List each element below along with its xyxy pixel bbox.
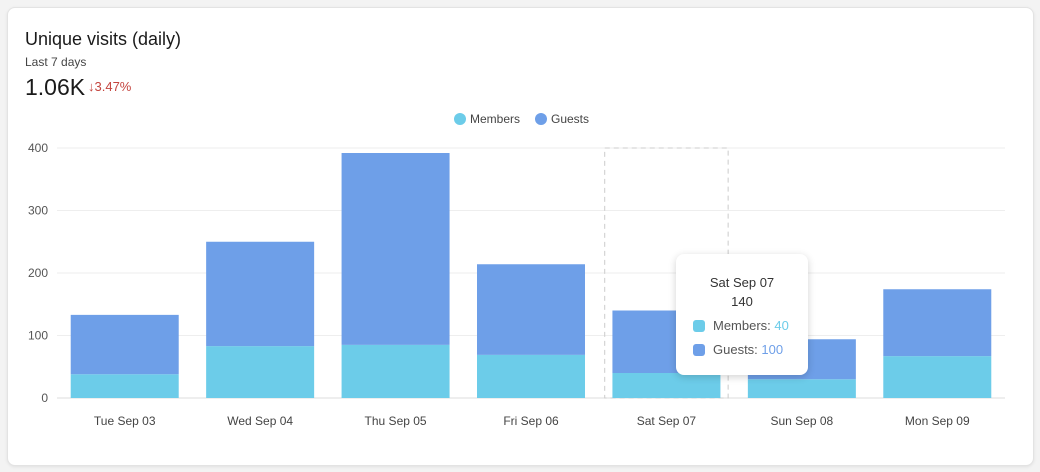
x-tick-label: Sun Sep 08 (770, 414, 833, 428)
tooltip-members-label: Members: (713, 318, 771, 333)
x-tick-label: Wed Sep 04 (227, 414, 293, 428)
x-tick-label: Sat Sep 07 (637, 414, 697, 428)
guests-swatch-icon (693, 343, 705, 356)
tooltip-guests-row: Guests: 100 (693, 342, 783, 357)
legend-members-icon (454, 113, 466, 125)
y-tick-label: 200 (28, 266, 48, 280)
chart-subtitle: Last 7 days (25, 55, 87, 69)
x-tick-label: Mon Sep 09 (905, 414, 970, 428)
bar-guests (70, 314, 179, 375)
tooltip-total: 140 (731, 294, 753, 309)
bar-members (612, 373, 721, 398)
bar-guests (477, 264, 585, 355)
bar-members (206, 346, 315, 398)
bar-members (477, 354, 585, 398)
delta-badge: ↓3.47% (88, 79, 132, 94)
bar-members (70, 374, 179, 398)
x-tick-label: Fri Sep 06 (503, 414, 559, 428)
tooltip-members-row: Members: 40 (693, 318, 789, 333)
y-tick-label: 300 (28, 204, 48, 218)
tooltip: Sat Sep 07 140 Members: 40 Guests: 100 (676, 254, 808, 375)
legend-guests-label: Guests (551, 112, 589, 126)
total-value: 1.06K (25, 74, 86, 100)
bar-members (883, 356, 992, 398)
legend-members-label: Members (470, 112, 520, 126)
bar-members (747, 379, 856, 398)
y-tick-label: 0 (41, 391, 48, 405)
x-tick-label: Thu Sep 05 (365, 414, 427, 428)
bar-guests (883, 289, 992, 357)
chart-title: Unique visits (daily) (25, 29, 182, 49)
y-tick-label: 400 (28, 141, 48, 155)
y-tick-label: 100 (28, 329, 48, 343)
bar-members (341, 344, 450, 398)
tooltip-title: Sat Sep 07 (709, 275, 775, 290)
tooltip-guests-label: Guests: (713, 342, 758, 357)
x-tick-label: Tue Sep 03 (94, 414, 156, 428)
legend-guests-icon (535, 113, 547, 125)
tooltip-members-value: 40 (774, 318, 789, 333)
members-swatch-icon (693, 319, 705, 332)
tooltip-guests-value: 100 (761, 342, 784, 357)
bar-guests (341, 153, 450, 345)
bar-guests (206, 241, 315, 347)
